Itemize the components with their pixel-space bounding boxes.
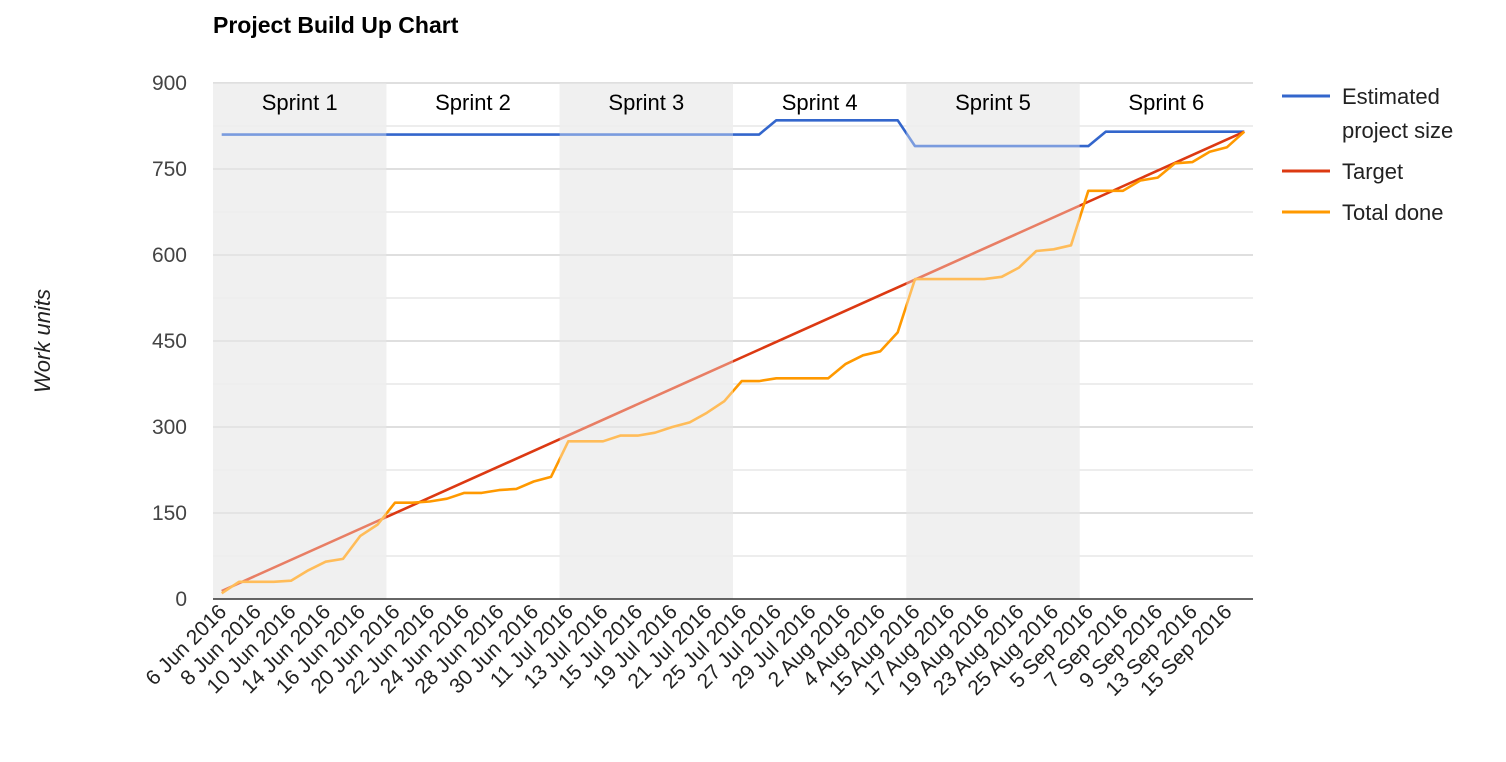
series-line-target bbox=[221, 130, 1245, 593]
y-axis-title: Work units bbox=[30, 289, 55, 393]
sprint-label-1: Sprint 1 bbox=[262, 90, 338, 115]
y-tick-label: 750 bbox=[152, 158, 187, 181]
y-tick-label: 900 bbox=[152, 72, 187, 95]
sprint-label-4: Sprint 4 bbox=[782, 90, 858, 115]
gridlines bbox=[213, 82, 1253, 557]
sprint-label-6: Sprint 6 bbox=[1128, 90, 1204, 115]
legend-label-total-done: Total done bbox=[1342, 200, 1444, 225]
sprint-band-overlay bbox=[906, 83, 1080, 599]
legend: Estimated project size Target Total done bbox=[1282, 84, 1453, 225]
y-tick-label: 600 bbox=[152, 244, 187, 267]
series-line-total-done bbox=[220, 130, 1246, 595]
sprint-label-3: Sprint 3 bbox=[608, 90, 684, 115]
legend-label-estimated-project-size: Estimated project size bbox=[1342, 84, 1453, 143]
sprint-band-overlay bbox=[559, 83, 733, 599]
sprint-band-overlay bbox=[213, 83, 387, 599]
y-tick-label: 0 bbox=[175, 588, 187, 611]
series-line-estimated-project-size bbox=[221, 119, 1245, 148]
sprint-label-2: Sprint 2 bbox=[435, 90, 511, 115]
sprint-labels: Sprint 1 Sprint 2 Sprint 3 Sprint 4 Sprint 5… bbox=[262, 90, 1204, 115]
chart-title: Project Build Up Chart bbox=[213, 12, 459, 38]
series-lines bbox=[213, 83, 1246, 599]
y-tick-label: 450 bbox=[152, 330, 187, 353]
y-tick-label: 300 bbox=[152, 416, 187, 439]
legend-label-target: Target bbox=[1342, 159, 1403, 184]
sprint-label-5: Sprint 5 bbox=[955, 90, 1031, 115]
y-tick-label: 150 bbox=[152, 502, 187, 525]
